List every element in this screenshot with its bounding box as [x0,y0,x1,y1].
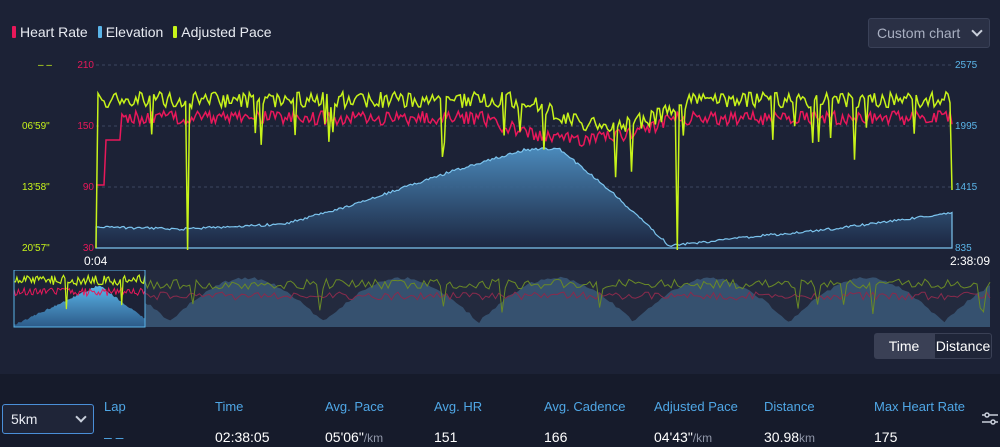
split-select[interactable]: 5km [2,404,94,434]
avg-cadence-cell: 166 [544,429,568,445]
elevation-area [95,147,953,249]
time-toggle-button[interactable]: Time [874,333,934,359]
hr-tick: 90 [83,182,95,193]
pace-tick: 13'58" [22,182,50,193]
pace-tick: 20'57" [22,243,50,254]
selection-pace [13,273,146,310]
elevation-tick: 835 [955,243,972,254]
chart-legend: Heart Rate Elevation Adjusted Pace [12,24,272,40]
laps-panel: 5km Lap Time Avg. Pace Avg. HR Avg. Cade… [0,374,1000,447]
navigator-selection[interactable] [13,270,146,328]
avg-hr-cell: 151 [434,429,458,445]
adjusted-pace-unit: /km [692,431,713,445]
main-chart[interactable]: – – 06'59" 13'58" 20'57" 210 150 90 30 2… [0,0,1000,270]
adjusted-pace-value: 04'43" [654,429,693,445]
legend-heart-rate[interactable]: Heart Rate [12,24,88,40]
adjusted-pace-swatch [173,26,178,38]
legend-heart-rate-label: Heart Rate [20,24,88,40]
heart-rate-line [96,108,953,186]
pace-tick: – – [38,60,52,71]
adjusted-pace-line [95,89,953,251]
col-header-distance: Distance [764,399,815,414]
hr-tick: 210 [77,60,94,71]
elevation-tick: 1995 [955,121,978,132]
split-select-value: 5km [11,411,38,427]
distance-toggle-button[interactable]: Distance [934,333,992,359]
avg-pace-value: 05'06" [325,429,364,445]
col-header-max-hr: Max Heart Rate [874,399,966,414]
col-header-avg-cadence: Avg. Cadence [544,399,626,414]
navigator-pace [13,277,991,314]
elevation-tick: 2575 [955,60,978,71]
lap-cell: – – [104,429,124,445]
distance-unit: km [799,431,816,445]
elevation-axis: 2575 1995 1415 835 [955,60,978,254]
legend-elevation-label: Elevation [105,24,164,40]
pace-tick: 06'59" [22,121,50,132]
column-settings-icon[interactable] [982,412,998,426]
legend-adjusted-pace[interactable]: Adjusted Pace [173,24,272,40]
custom-chart-label: Custom chart [877,25,961,41]
x-axis-toggle[interactable]: Time Distance [874,333,992,359]
col-header-avg-pace: Avg. Pace [325,399,385,414]
avg-pace-unit: /km [363,431,384,445]
col-header-time: Time [215,399,244,414]
avg-pace-cell: 05'06"/km [325,429,383,445]
legend-adjusted-pace-label: Adjusted Pace [181,24,272,40]
custom-chart-dropdown[interactable]: Custom chart [868,18,990,48]
chevron-down-icon [75,411,87,423]
pace-axis: – – 06'59" 13'58" 20'57" [22,60,52,254]
col-header-lap: Lap [104,399,126,414]
col-header-adjusted-pace: Adjusted Pace [654,399,738,414]
col-header-avg-hr: Avg. HR [434,399,483,414]
navigator-elevation [14,276,990,327]
hr-tick: 150 [77,121,94,132]
legend-elevation[interactable]: Elevation [97,24,164,40]
time-cell: 02:38:05 [215,429,270,445]
navigator-heart-rate [13,291,991,301]
heart-rate-swatch [12,26,16,38]
elevation-swatch [97,26,102,38]
max-hr-cell: 175 [874,429,898,445]
distance-cell: 30.98km [764,429,815,445]
selection-border [13,270,146,328]
time-axis-end: 2:38:09 [950,254,990,268]
hr-axis: 210 150 90 30 [77,60,94,254]
selection-heart-rate [13,286,146,298]
time-axis-start: 0:04 [84,254,108,268]
selection-elevation [14,285,145,327]
hr-tick: 30 [83,243,95,254]
elevation-tick: 1415 [955,182,978,193]
distance-value: 30.98 [764,429,800,445]
adjusted-pace-cell: 04'43"/km [654,429,712,445]
range-navigator[interactable] [0,270,1000,330]
